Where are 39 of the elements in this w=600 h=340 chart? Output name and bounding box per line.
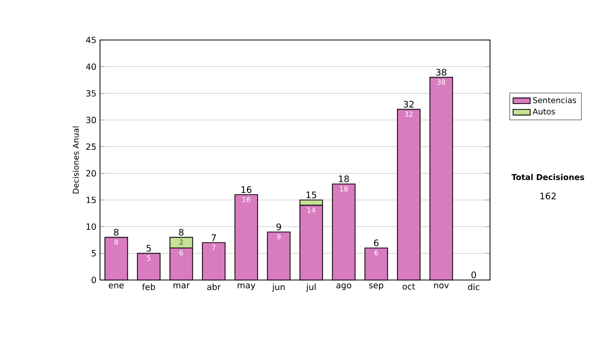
y-tick-label: 45 [86,36,96,44]
y-tick-label: 30 [86,116,96,124]
y-tick-label: 10 [86,223,96,230]
y-tick-label: 20 [86,170,96,177]
y-tick-label: 35 [86,90,96,97]
total-label: 15 [306,192,316,198]
x-tick-label: oct [402,284,416,290]
x-tick-label: feb [142,284,156,290]
legend-label: Autos [532,108,555,115]
total-label: 5 [146,244,151,252]
x-tick-label: may [238,284,256,290]
x-tick-label: nov [434,284,449,288]
x-tick-label: ago [336,284,352,290]
total-label: 8 [114,228,119,236]
text: 162 [540,192,556,200]
total-label: 7 [212,234,216,241]
y-tick-label: 0 [92,276,96,284]
total-label: 18 [339,175,349,182]
y-tick-label: 40 [86,63,96,70]
total-label: 32 [404,100,414,108]
y-axis-title: Decisiones Anual [72,126,79,194]
y-tick-label: 25 [86,143,96,150]
total-label: 38 [436,68,446,76]
x-tick-label: jul [306,284,316,292]
x-tick-label: abr [207,284,221,290]
y-tick-label: 5 [92,250,96,256]
total-label: 6 [374,239,379,246]
text: Total Decisiones [511,174,584,180]
x-tick-label: mar [174,284,190,288]
x-tick-label: ene [108,284,124,288]
x-tick-label: jun [272,284,285,292]
x-tick-label: sep [369,284,384,290]
total-label: 9 [276,223,281,230]
total-label: 8 [179,228,184,236]
x-tick-label: dic [468,284,480,290]
y-tick-label: 15 [86,196,96,204]
total-label: 16 [242,186,252,193]
total-label: 0 [471,271,476,278]
legend-label: Sentencias [533,97,576,104]
